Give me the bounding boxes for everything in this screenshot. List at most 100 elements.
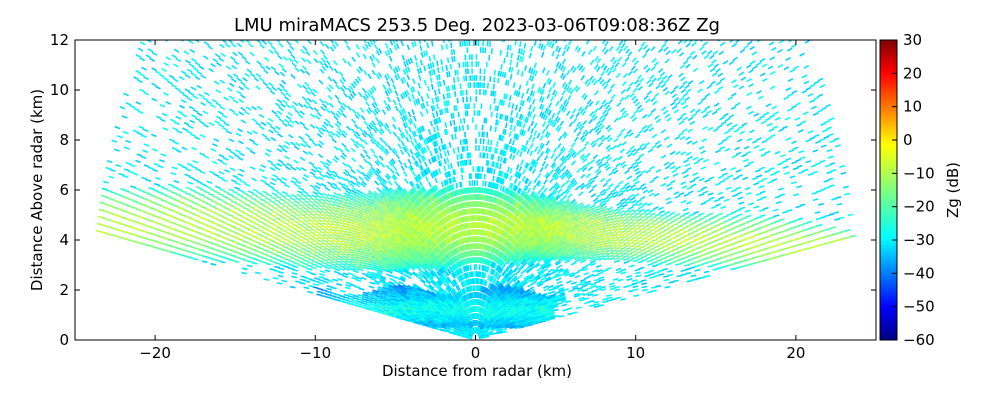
reflectivity-cell — [527, 261, 534, 267]
reflectivity-cell — [707, 126, 714, 131]
reflectivity-cell — [551, 252, 558, 257]
reflectivity-cell — [658, 226, 665, 231]
reflectivity-cell — [500, 192, 504, 199]
reflectivity-cell — [587, 166, 593, 172]
reflectivity-cell — [488, 231, 492, 238]
reflectivity-cell — [500, 40, 503, 42]
reflectivity-cell — [572, 67, 577, 73]
reflectivity-cell — [527, 299, 534, 304]
reflectivity-cell — [607, 137, 613, 143]
reflectivity-cell — [532, 193, 537, 199]
reflectivity-cell — [561, 165, 567, 172]
reflectivity-cell — [797, 31, 802, 34]
reflectivity-cell — [499, 229, 503, 235]
reflectivity-cell — [567, 174, 573, 180]
reflectivity-cell — [496, 191, 500, 197]
reflectivity-cell — [496, 235, 501, 242]
reflectivity-cell — [590, 192, 597, 198]
reflectivity-cell — [620, 42, 626, 49]
reflectivity-cell — [700, 149, 707, 155]
reflectivity-cell — [619, 96, 625, 102]
reflectivity-cell — [607, 206, 614, 211]
reflectivity-cell — [608, 183, 614, 188]
reflectivity-cell — [717, 40, 722, 42]
reflectivity-cell — [533, 220, 539, 226]
reflectivity-cell — [524, 307, 531, 311]
reflectivity-cell — [691, 112, 698, 118]
reflectivity-cell — [796, 164, 803, 169]
reflectivity-cell — [520, 279, 526, 285]
reflectivity-cell — [505, 233, 510, 240]
reflectivity-cell — [591, 113, 596, 119]
reflectivity-cell — [582, 166, 588, 172]
reflectivity-cell — [560, 224, 567, 230]
reflectivity-cell — [553, 67, 558, 74]
reflectivity-cell — [796, 185, 803, 189]
reflectivity-cell — [605, 166, 612, 172]
reflectivity-cell — [528, 241, 534, 248]
reflectivity-cell — [505, 210, 510, 217]
reflectivity-cell — [527, 240, 533, 247]
reflectivity-cell — [576, 247, 582, 252]
reflectivity-cell — [760, 153, 767, 157]
reflectivity-cell — [521, 232, 527, 239]
reflectivity-cell — [557, 169, 563, 175]
reflectivity-cell — [531, 201, 537, 207]
reflectivity-cell — [540, 202, 546, 209]
reflectivity-cell — [540, 294, 547, 299]
reflectivity-cell — [489, 167, 492, 174]
reflectivity-cell — [489, 196, 493, 203]
reflectivity-cell — [536, 295, 543, 300]
reflectivity-cell — [579, 216, 585, 221]
reflectivity-cell — [552, 305, 559, 309]
reflectivity-cell — [700, 166, 707, 170]
reflectivity-cell — [530, 190, 535, 197]
reflectivity-cell — [515, 218, 520, 224]
reflectivity-cell — [560, 213, 566, 218]
reflectivity-cell — [571, 200, 577, 206]
reflectivity-cell — [486, 195, 490, 202]
reflectivity-cell — [611, 249, 618, 253]
reflectivity-cell — [552, 253, 558, 259]
reflectivity-cell — [502, 262, 507, 269]
reflectivity-cell — [554, 272, 560, 277]
reflectivity-cell — [521, 281, 527, 287]
reflectivity-cell — [523, 302, 530, 306]
reflectivity-cell — [533, 122, 538, 129]
reflectivity-cell — [516, 262, 522, 268]
reflectivity-cell — [661, 42, 667, 49]
reflectivity-cell — [532, 202, 538, 208]
reflectivity-cell — [736, 138, 743, 143]
reflectivity-cell — [504, 122, 508, 129]
reflectivity-cell — [526, 212, 532, 219]
reflectivity-cell — [540, 293, 547, 297]
reflectivity-cell — [568, 272, 575, 276]
reflectivity-cell — [687, 155, 693, 160]
reflectivity-cell — [534, 250, 540, 256]
reflectivity-cell — [588, 253, 594, 258]
reflectivity-cell — [634, 226, 641, 231]
reflectivity-cell — [500, 171, 504, 178]
reflectivity-cell — [662, 224, 669, 228]
reflectivity-cell — [554, 274, 561, 279]
reflectivity-cell — [517, 298, 523, 303]
reflectivity-cell — [520, 269, 526, 275]
reflectivity-cell — [576, 222, 583, 227]
reflectivity-cell — [492, 218, 496, 225]
reflectivity-cell — [642, 221, 649, 226]
reflectivity-cell — [580, 232, 587, 237]
reflectivity-cell — [537, 299, 543, 304]
reflectivity-cell — [581, 155, 587, 161]
reflectivity-cell — [587, 293, 594, 297]
reflectivity-cell — [753, 205, 760, 209]
reflectivity-cell — [785, 87, 792, 92]
reflectivity-cell — [743, 31, 748, 34]
reflectivity-cell — [577, 238, 584, 243]
reflectivity-cell — [569, 273, 576, 278]
reflectivity-cell — [550, 206, 556, 213]
reflectivity-cell — [545, 250, 551, 256]
reflectivity-cell — [637, 260, 644, 264]
reflectivity-cell — [613, 7, 616, 12]
reflectivity-cell — [533, 62, 538, 69]
reflectivity-cell — [522, 123, 526, 129]
